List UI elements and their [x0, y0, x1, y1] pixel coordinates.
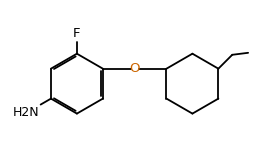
Text: H2N: H2N	[13, 106, 40, 119]
Text: O: O	[129, 62, 140, 75]
Text: F: F	[73, 27, 81, 40]
